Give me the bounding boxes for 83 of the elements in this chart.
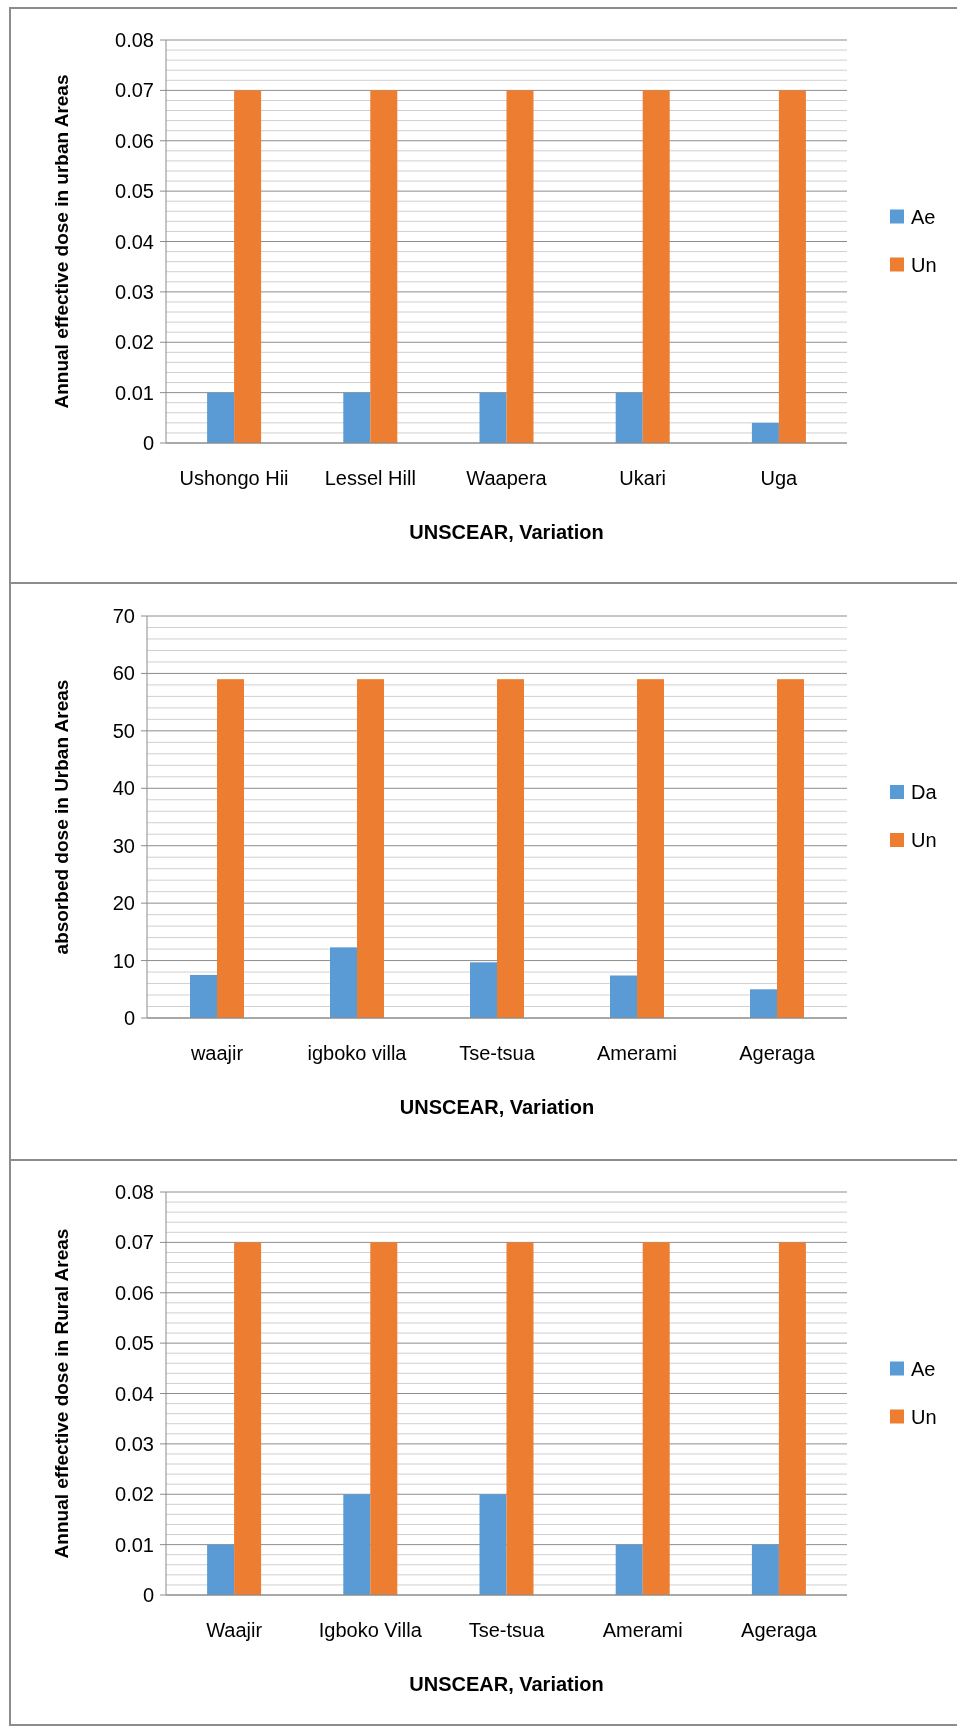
x-tick-label: Ukari bbox=[619, 467, 667, 489]
bar bbox=[234, 1242, 262, 1596]
y-tick-label: 0.01 bbox=[115, 1533, 154, 1556]
y-tick-label: 0 bbox=[142, 1584, 154, 1606]
y-tick-label: 0.02 bbox=[115, 1483, 154, 1506]
legend-label: Un bbox=[911, 829, 937, 851]
y-axis-title: absorbed dose in Urban Areas bbox=[51, 679, 72, 955]
y-tick-label: 0.04 bbox=[115, 230, 154, 253]
legend-label: Ae bbox=[911, 1357, 936, 1380]
y-tick-label: 0.05 bbox=[115, 1332, 154, 1355]
x-tick-label: Uga bbox=[760, 467, 799, 489]
legend-label: Da bbox=[911, 781, 938, 803]
bar bbox=[357, 679, 384, 1018]
bar bbox=[751, 1544, 779, 1595]
x-tick-label: Ushongo Hii bbox=[179, 467, 289, 489]
bar bbox=[470, 962, 497, 1018]
y-tick-label: 0 bbox=[123, 1007, 135, 1029]
y-tick-label: 0.02 bbox=[115, 331, 154, 354]
y-tick-label: 0.01 bbox=[115, 381, 154, 404]
bar bbox=[207, 392, 235, 443]
x-tick-label: waajir bbox=[189, 1042, 244, 1064]
y-tick-label: 0.07 bbox=[115, 79, 154, 102]
x-tick-label: Amerami bbox=[602, 1619, 683, 1641]
x-axis-title: UNSCEAR, Variation bbox=[399, 1096, 595, 1118]
bar bbox=[642, 1242, 670, 1596]
bar bbox=[506, 90, 534, 443]
y-tick-label: 0.08 bbox=[115, 1181, 154, 1203]
x-tick-label: Ageraga bbox=[739, 1042, 816, 1064]
bar bbox=[637, 679, 664, 1018]
bar bbox=[217, 679, 244, 1018]
y-tick-label: 30 bbox=[112, 834, 135, 857]
bar bbox=[506, 1242, 534, 1596]
bar bbox=[207, 1544, 235, 1595]
y-tick-label: 40 bbox=[112, 777, 135, 800]
bar bbox=[751, 422, 779, 443]
x-tick-label: igboko villa bbox=[307, 1042, 408, 1064]
legend-label: Ae bbox=[911, 205, 936, 228]
legend-label: Un bbox=[911, 1405, 937, 1428]
legend-label: Un bbox=[911, 253, 937, 276]
x-axis-title: UNSCEAR, Variation bbox=[409, 1673, 604, 1695]
bar bbox=[234, 90, 262, 443]
bar bbox=[497, 679, 524, 1018]
bar bbox=[778, 1242, 806, 1596]
y-tick-label: 0 bbox=[142, 432, 154, 454]
y-tick-label: 50 bbox=[112, 719, 135, 742]
bar bbox=[642, 90, 670, 443]
x-tick-label: Amerami bbox=[596, 1042, 678, 1064]
y-tick-label: 70 bbox=[112, 605, 135, 627]
bar bbox=[343, 1494, 371, 1595]
x-tick-label: Tse-tsua bbox=[468, 1619, 546, 1641]
y-tick-label: 0.06 bbox=[115, 129, 154, 152]
bar bbox=[190, 974, 217, 1018]
bar bbox=[479, 1494, 507, 1595]
y-tick-label: 0.07 bbox=[115, 1231, 154, 1254]
bar bbox=[479, 392, 507, 443]
x-tick-label: Lessel Hill bbox=[324, 467, 416, 489]
y-tick-label: 0.03 bbox=[115, 1432, 154, 1455]
y-tick-label: 20 bbox=[112, 892, 135, 915]
bar bbox=[370, 90, 398, 443]
y-tick-label: 0.05 bbox=[115, 180, 154, 203]
y-tick-label: 60 bbox=[112, 662, 135, 685]
bar bbox=[610, 975, 637, 1018]
x-axis-title: UNSCEAR, Variation bbox=[409, 521, 604, 543]
y-tick-label: 0.06 bbox=[115, 1281, 154, 1304]
bar bbox=[778, 90, 806, 443]
x-tick-label: Ageraga bbox=[741, 1619, 818, 1641]
bar bbox=[615, 1544, 643, 1595]
y-tick-label: 0.08 bbox=[115, 29, 154, 51]
x-tick-label: Tse-tsua bbox=[459, 1042, 536, 1064]
y-axis-title: Annual effective dose in urban Areas bbox=[51, 74, 72, 409]
bar bbox=[777, 679, 804, 1018]
y-tick-label: 10 bbox=[112, 949, 135, 972]
x-tick-label: Waapera bbox=[466, 467, 548, 489]
bar bbox=[370, 1242, 398, 1596]
x-tick-label: Waajir bbox=[206, 1619, 263, 1641]
bar bbox=[750, 989, 777, 1018]
y-tick-label: 0.03 bbox=[115, 280, 154, 303]
bar bbox=[343, 392, 371, 443]
y-tick-label: 0.04 bbox=[115, 1382, 154, 1405]
x-tick-label: Igboko Villa bbox=[318, 1619, 423, 1641]
y-axis-title: Annual effective dose in Rural Areas bbox=[51, 1228, 72, 1559]
bar bbox=[615, 392, 643, 443]
bar bbox=[330, 947, 357, 1018]
